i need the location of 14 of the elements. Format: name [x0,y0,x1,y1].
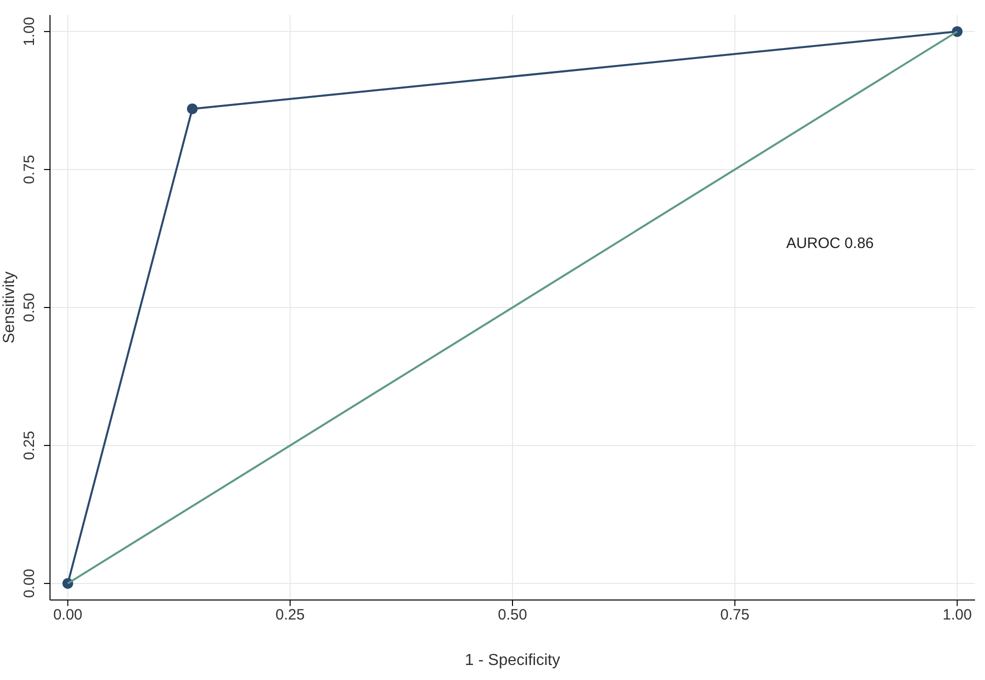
y-tick-label: 0.25 [21,430,38,460]
y-axis-title: Sensitivity [1,271,18,344]
x-tick-label: 0.00 [53,606,82,624]
x-tick-label: 1.00 [942,606,972,624]
x-tick-label: 0.75 [720,606,750,624]
annotation: AUROC 0.86 [786,235,874,252]
y-tick-label: 0.50 [21,292,38,322]
y-tick-label: 0.00 [21,568,38,598]
y-tick-label: 1.00 [21,16,38,46]
x-axis-title: 1 - Specificity [464,652,560,669]
x-tick-label: 0.25 [276,606,305,624]
x-tick-label: 0.50 [498,606,528,624]
point [186,103,198,114]
y-tick-label: 0.75 [21,154,38,184]
